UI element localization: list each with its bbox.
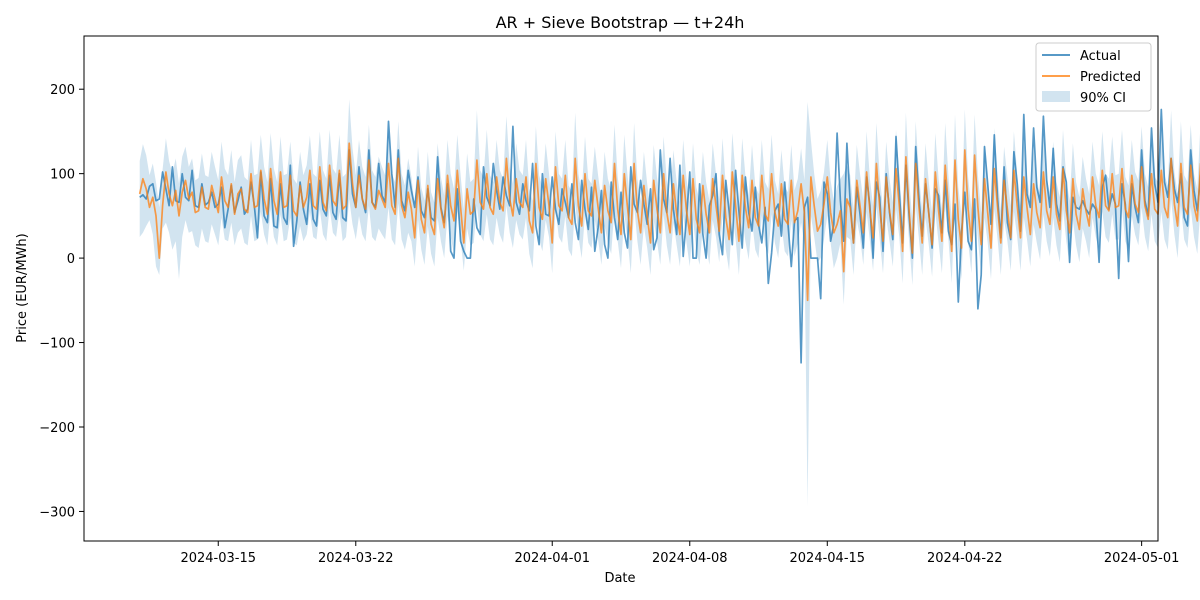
- x-axis: 2024-03-15 2024-03-22 2024-04-01 2024-04-08…: [180, 541, 1179, 566]
- x-tick-label: 2024-04-01: [514, 551, 590, 566]
- y-tick-label: 0: [67, 252, 75, 267]
- plot-frame: [83, 35, 1159, 542]
- x-axis-title: Date: [604, 571, 635, 586]
- x-tick-label: 2024-03-22: [318, 551, 394, 566]
- x-tick-label: 2024-05-01: [1104, 551, 1180, 566]
- x-tick-label: 2024-04-15: [790, 551, 866, 566]
- x-tick-label: 2024-03-15: [180, 551, 256, 566]
- chart-title: AR + Sieve Bootstrap — t+24h: [496, 13, 745, 32]
- legend-box: [1035, 42, 1152, 112]
- plot-area: [138, 99, 1200, 507]
- x-tick-label: 2024-04-22: [927, 551, 1003, 566]
- legend-ci-swatch: [1042, 91, 1070, 102]
- y-tick-label: 100: [50, 168, 75, 183]
- legend: Actual Predicted 90% CI: [1035, 42, 1152, 112]
- y-axis: 200 100 0 −100 −200 −300: [39, 83, 84, 520]
- legend-predicted-label: Predicted: [1080, 70, 1141, 85]
- predicted-series-line: [138, 142, 1200, 302]
- y-tick-label: −100: [39, 337, 75, 352]
- y-tick-label: −300: [39, 505, 75, 520]
- legend-ci-label: 90% CI: [1080, 91, 1126, 106]
- x-tick-label: 2024-04-08: [652, 551, 728, 566]
- y-tick-label: −200: [39, 421, 75, 436]
- y-axis-title: Price (EUR/MWh): [15, 233, 30, 342]
- y-tick-label: 200: [50, 83, 75, 98]
- actual-series-line: [139, 108, 1200, 364]
- series-line-layer: [138, 108, 1200, 364]
- legend-actual-label: Actual: [1080, 49, 1121, 64]
